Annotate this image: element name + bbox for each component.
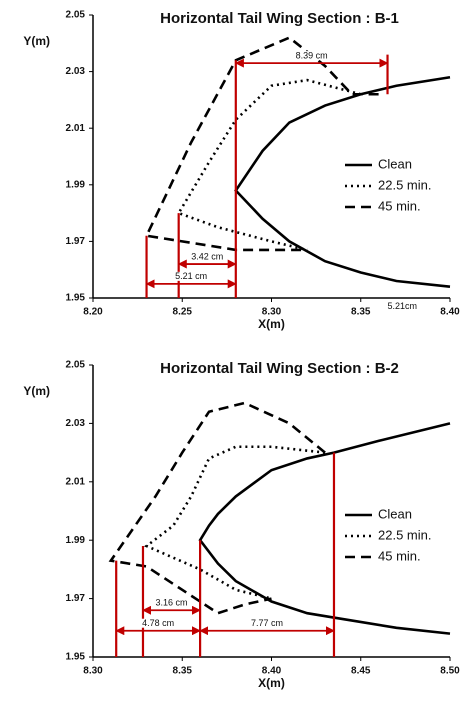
x-tick-label: 8.40 — [440, 307, 460, 318]
y-tick-label: 1.97 — [66, 593, 86, 604]
y-axis-label: Y(m) — [23, 34, 50, 48]
legend-text: 22.5 min. — [378, 177, 431, 192]
x-tick-label: 8.50 — [440, 666, 460, 677]
series-line — [198, 422, 451, 635]
y-tick-label: 1.97 — [66, 236, 86, 247]
dimension-label: 3.42 cm — [191, 251, 223, 261]
x-tick-label: 8.30 — [83, 666, 103, 677]
x-tick-label: 8.35 — [351, 307, 371, 318]
x-tick-label: 8.35 — [173, 666, 193, 677]
legend-text: Clean — [378, 506, 412, 521]
y-tick-label: 2.03 — [66, 66, 86, 77]
series-line — [176, 78, 362, 252]
x-tick-label: 8.25 — [173, 307, 193, 318]
legend-text: 45 min. — [378, 198, 421, 213]
y-tick-label: 1.99 — [66, 179, 86, 190]
x-axis-label: X(m) — [258, 676, 285, 690]
dimension-label: 4.78 cm — [142, 618, 174, 628]
x-tick-label: 8.40 — [262, 666, 282, 677]
x-tick-label: 8.20 — [83, 307, 103, 318]
y-tick-label: 2.05 — [66, 360, 86, 371]
legend-text: 22.5 min. — [378, 527, 431, 542]
dimension-label-bg — [248, 618, 287, 628]
dimension-label-bg — [172, 271, 211, 281]
y-tick-label: 1.99 — [66, 535, 86, 546]
chart-title: Horizontal Tail Wing Section : B-2 — [160, 360, 399, 377]
y-tick-label: 2.03 — [66, 418, 86, 429]
series-line — [108, 401, 326, 615]
y-tick-label: 2.01 — [66, 123, 86, 134]
x-tick-label: 8.30 — [262, 307, 282, 318]
x-axis-label: X(m) — [258, 317, 285, 331]
y-tick-label: 1.95 — [66, 293, 86, 304]
legend-text: 45 min. — [378, 548, 421, 563]
legend-text: Clean — [378, 156, 412, 171]
chart-title: Horizontal Tail Wing Section : B-1 — [160, 10, 399, 27]
x-tick-label: 8.45 — [351, 666, 371, 677]
dimension-label: 7.77 cm — [251, 618, 283, 628]
dimension-label-bg — [292, 51, 331, 61]
series-line — [144, 445, 326, 600]
dimension-label-bg — [152, 598, 191, 608]
dimension-label: 5.21 cm — [175, 271, 207, 281]
y-axis-label: Y(m) — [23, 384, 50, 398]
dimension-label-bg — [139, 618, 178, 628]
dimension-label-bg — [188, 252, 227, 262]
y-tick-label: 2.01 — [66, 476, 86, 487]
y-tick-label: 1.95 — [66, 652, 86, 663]
dimension-label: 8.39 cm — [296, 50, 328, 60]
y-tick-label: 2.05 — [66, 10, 86, 21]
annotation: 5.21cm — [388, 301, 418, 311]
dimension-label: 3.16 cm — [156, 598, 188, 608]
